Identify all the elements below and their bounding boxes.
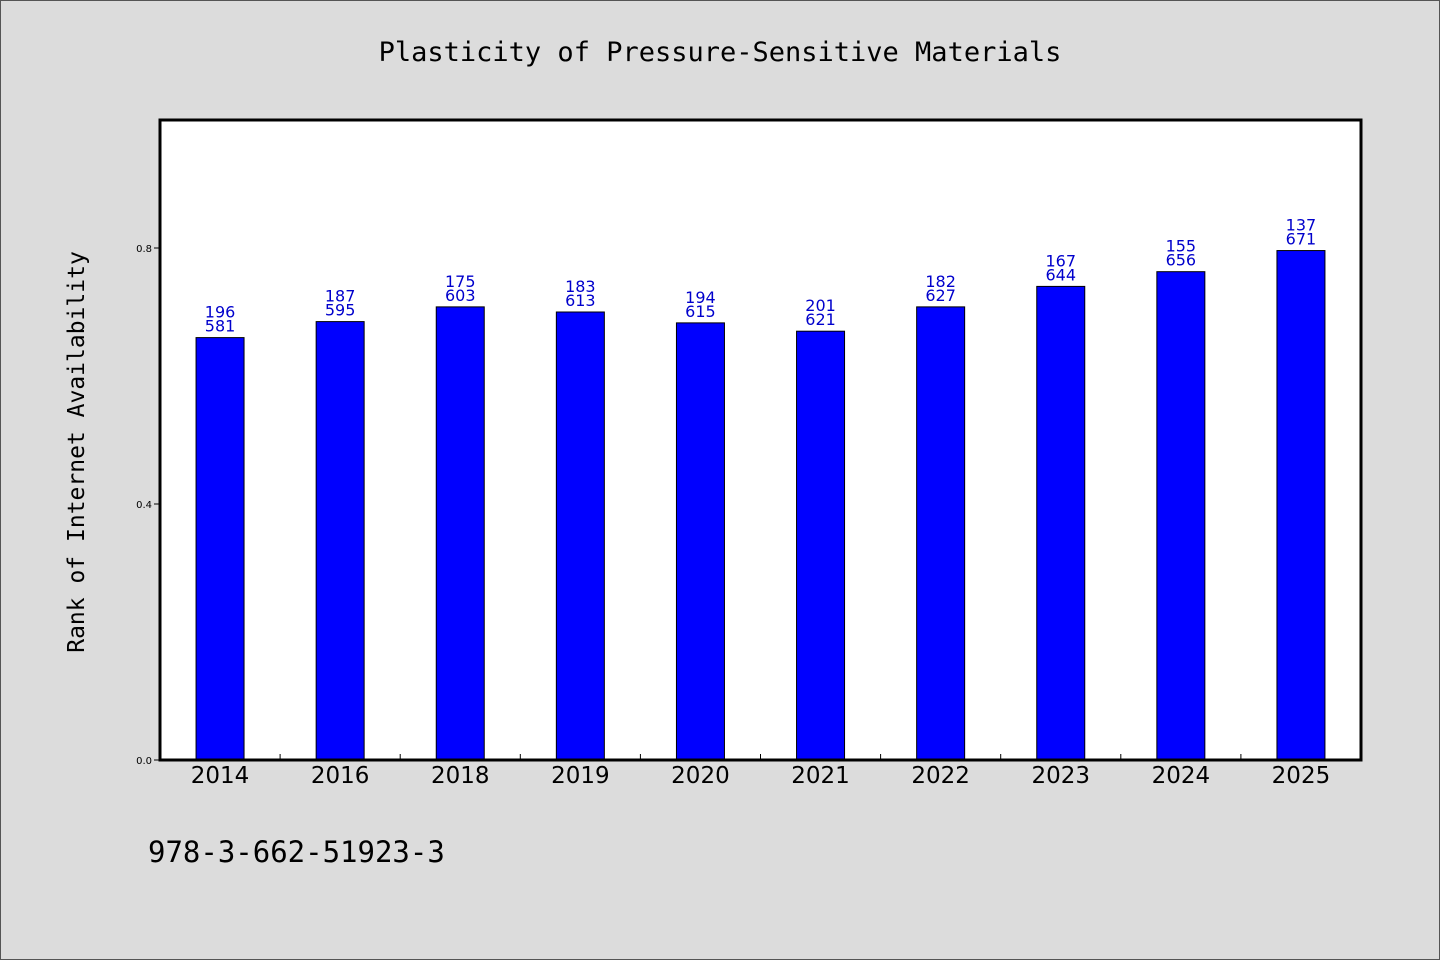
y-tick-label-0.8: 0.8: [136, 244, 152, 255]
x-tick-label-2024: 2024: [1152, 763, 1211, 789]
bar-2024: [1156, 271, 1206, 761]
data-label-bottom-2023: 644: [1045, 265, 1076, 284]
bar-2019: [555, 311, 605, 761]
data-label-top-2024: 155: [1166, 237, 1197, 256]
x-tick-label-2016: 2016: [311, 763, 370, 789]
bar-2020: [675, 322, 725, 761]
data-label-bottom-2019: 613: [565, 291, 596, 310]
bar-2018: [435, 306, 485, 761]
data-label-top-2025: 137: [1286, 216, 1317, 235]
isbn-label: 978-3-662-51923-3: [148, 835, 445, 869]
x-tick-label-2020: 2020: [671, 763, 730, 789]
x-tick-label-2023: 2023: [1031, 763, 1090, 789]
bars-layer: [195, 250, 1326, 761]
data-label-top-2019: 183: [565, 277, 596, 296]
data-label-bottom-2014: 581: [205, 317, 236, 336]
x-tick-label-2018: 2018: [431, 763, 490, 789]
x-tick-label-2014: 2014: [191, 763, 250, 789]
bar-2022: [916, 306, 966, 761]
plot-border: [158, 118, 1363, 762]
data-label-top-2014: 196: [205, 303, 236, 322]
bar-2023: [1036, 285, 1086, 761]
x-tick-label-2022: 2022: [911, 763, 970, 789]
x-tick-label-2019: 2019: [551, 763, 610, 789]
data-label-bottom-2016: 595: [325, 301, 356, 320]
data-label-bottom-2021: 621: [805, 310, 836, 329]
y-tick-label-0.4: 0.4: [136, 500, 152, 511]
x-tick-label-2021: 2021: [791, 763, 850, 789]
bar-2016: [315, 321, 365, 761]
bar-2014: [195, 337, 245, 761]
data-label-bottom-2022: 627: [925, 286, 956, 305]
x-tick-label-2025: 2025: [1272, 763, 1331, 789]
data-label-top-2022: 182: [925, 272, 956, 291]
bar-2021: [796, 330, 846, 761]
data-label-top-2023: 167: [1045, 251, 1076, 270]
bar-2025: [1276, 250, 1326, 761]
data-label-top-2020: 194: [685, 288, 716, 307]
data-label-bottom-2024: 656: [1166, 251, 1197, 270]
data-label-top-2016: 187: [325, 287, 356, 306]
chart-title: Plasticity of Pressure-Sensitive Materia…: [379, 37, 1062, 68]
data-label-bottom-2020: 615: [685, 302, 716, 321]
data-label-top-2018: 175: [445, 272, 476, 291]
ticks-layer: 2014 2016 2018 2019 2020 2021 2022 2023 2024 2025…: [136, 244, 1330, 789]
data-label-bottom-2018: 603: [445, 286, 476, 305]
y-tick-label-0.0: 0.0: [136, 756, 152, 767]
data-label-bottom-2025: 671: [1286, 230, 1317, 249]
data-label-top-2021: 201: [805, 296, 836, 315]
y-axis-label: Rank of Internet Availability: [64, 251, 90, 653]
